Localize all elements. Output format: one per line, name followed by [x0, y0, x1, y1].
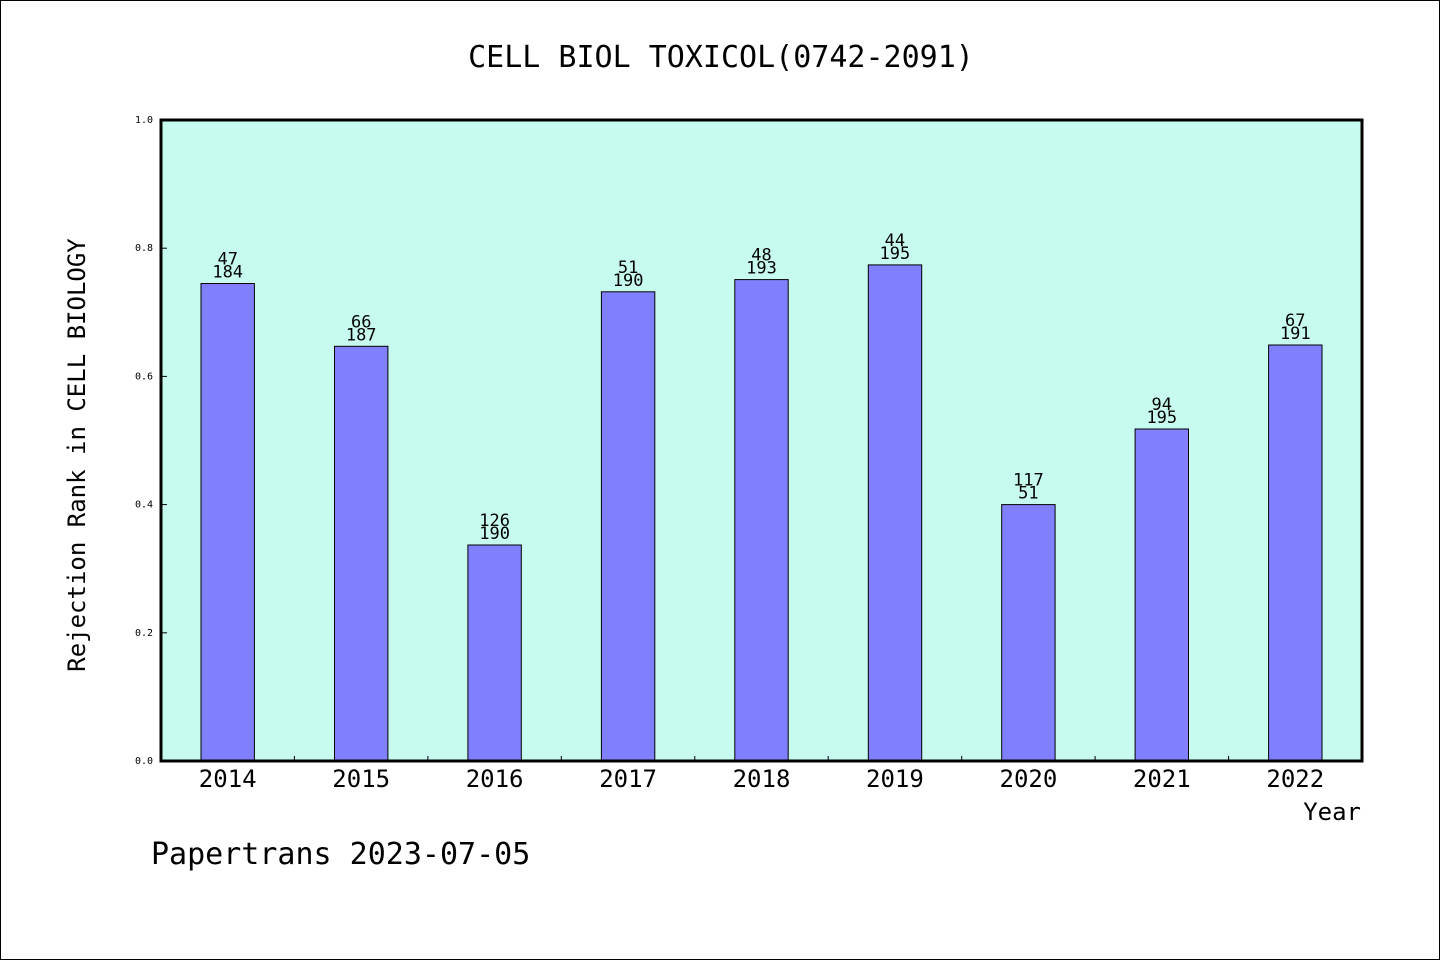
x-tick-label: 2018 [733, 765, 791, 793]
bar-2020 [1001, 504, 1056, 762]
bar-rank-label: 126 [479, 511, 510, 531]
bar-2022 [1268, 344, 1323, 762]
bars: 4718466187126190511904819344195117519419… [200, 231, 1323, 762]
bar-rank-label: 51 [618, 258, 638, 278]
bar-total-label: 193 [746, 259, 777, 279]
bar-total-label: 190 [479, 524, 510, 544]
axes: 2014 2015 2016 2017 2018 2019 2020 2021 2022 0.0 0… [135, 115, 1324, 793]
bar-total-label: 190 [613, 271, 644, 291]
bar-rank-label: 47 [217, 250, 237, 270]
bar-total-label: 184 [212, 263, 243, 283]
y-tick-label: 0.0 [135, 756, 153, 767]
bar-2014 [200, 283, 255, 762]
bar-rank-label: 48 [751, 246, 771, 266]
bar-rank-label: 67 [1285, 311, 1305, 331]
chart-title: CELL BIOL TOXICOL(0742-2091) [468, 40, 974, 75]
y-tick-label: 0.8 [135, 243, 153, 254]
bar-total-label: 191 [1280, 324, 1311, 344]
bar-2021 [1134, 428, 1189, 762]
y-tick-label: 0.4 [135, 500, 153, 511]
x-tick-label: 2022 [1266, 765, 1324, 793]
y-tick-label: 0.2 [135, 628, 153, 639]
bar-total-label: 51 [1018, 484, 1038, 504]
x-tick-label: 2015 [332, 765, 390, 793]
x-tick-label: 2016 [466, 765, 524, 793]
bar-total-label: 195 [1146, 408, 1177, 428]
bar-2019 [867, 264, 923, 762]
bar-2017 [600, 291, 656, 762]
watermark-text: Papertrans 2023-07-05 [151, 837, 530, 872]
bar-rank-label: 117 [1013, 471, 1044, 491]
bar-rank-label: 66 [351, 312, 371, 332]
x-tick-label: 2014 [199, 765, 257, 793]
x-tick-label: 2020 [1000, 765, 1058, 793]
bar-total-label: 187 [346, 325, 377, 345]
y-tick-label: 0.6 [135, 371, 153, 382]
x-tick-label: 2021 [1133, 765, 1191, 793]
x-tick-label: 2017 [599, 765, 657, 793]
bar-rank-label: 94 [1152, 395, 1172, 415]
bar-total-label: 195 [880, 244, 911, 264]
y-tick-label: 1.0 [135, 115, 153, 126]
bar-2018 [734, 279, 789, 762]
plot-border [159, 118, 1364, 763]
x-tick-label: 2019 [866, 765, 924, 793]
bar-2016 [467, 544, 522, 762]
bar-2015 [334, 345, 389, 762]
bar-rank-label: 44 [885, 231, 905, 251]
y-axis-label: Rejection Rank in CELL BIOLOGY [63, 238, 91, 672]
x-axis-label: Year [1303, 798, 1361, 826]
